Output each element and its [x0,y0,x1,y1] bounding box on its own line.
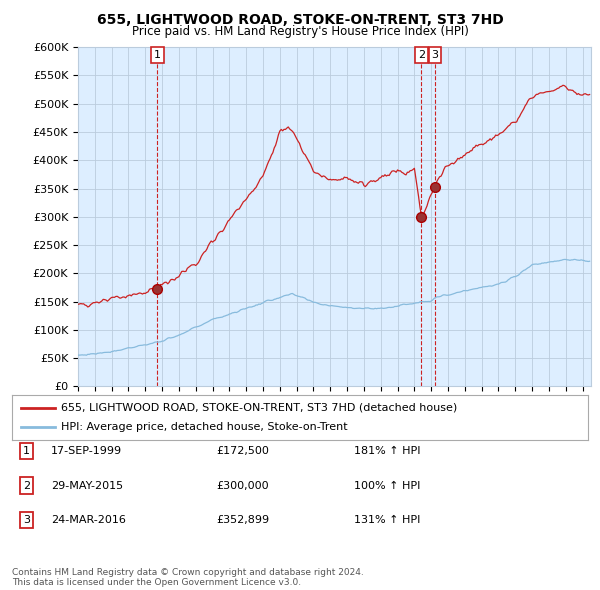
Text: £300,000: £300,000 [216,481,269,490]
Text: 131% ↑ HPI: 131% ↑ HPI [354,515,421,525]
Text: 100% ↑ HPI: 100% ↑ HPI [354,481,421,490]
Text: 181% ↑ HPI: 181% ↑ HPI [354,447,421,456]
Text: 1: 1 [154,50,161,60]
Text: 17-SEP-1999: 17-SEP-1999 [51,447,122,456]
Text: Price paid vs. HM Land Registry's House Price Index (HPI): Price paid vs. HM Land Registry's House … [131,25,469,38]
Text: 2: 2 [23,481,30,490]
Text: 2: 2 [418,50,425,60]
Text: 24-MAR-2016: 24-MAR-2016 [51,515,126,525]
Text: 655, LIGHTWOOD ROAD, STOKE-ON-TRENT, ST3 7HD: 655, LIGHTWOOD ROAD, STOKE-ON-TRENT, ST3… [97,13,503,27]
Text: 655, LIGHTWOOD ROAD, STOKE-ON-TRENT, ST3 7HD (detached house): 655, LIGHTWOOD ROAD, STOKE-ON-TRENT, ST3… [61,403,457,412]
Text: 3: 3 [23,515,30,525]
Text: £352,899: £352,899 [216,515,269,525]
Text: 29-MAY-2015: 29-MAY-2015 [51,481,123,490]
Text: HPI: Average price, detached house, Stoke-on-Trent: HPI: Average price, detached house, Stok… [61,422,347,432]
Text: Contains HM Land Registry data © Crown copyright and database right 2024.
This d: Contains HM Land Registry data © Crown c… [12,568,364,587]
Text: 3: 3 [431,50,439,60]
Text: £172,500: £172,500 [216,447,269,456]
Text: 1: 1 [23,447,30,456]
